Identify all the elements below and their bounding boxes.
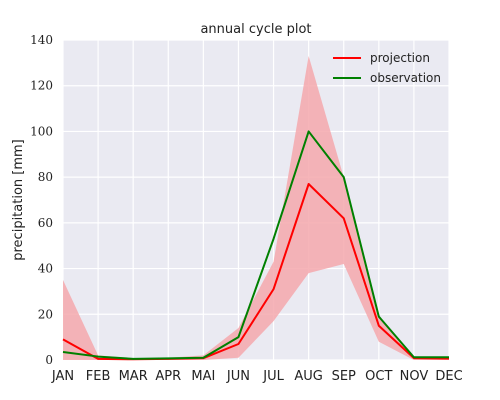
y-tick-label: 80: [38, 170, 53, 184]
y-tick-labels: 0 20 40 60 80 100 120 140: [30, 33, 53, 367]
y-tick-label: 100: [30, 124, 53, 138]
x-tick-label: JAN: [51, 369, 74, 384]
x-tick-label: APR: [155, 369, 181, 384]
legend-label-projection: projection: [370, 51, 430, 65]
projection-range-band: [63, 56, 449, 360]
x-tick-labels: JAN FEB MAR APR MAI JUN JUL AUG SEP OCT NOV DEC: [51, 369, 463, 384]
x-tick-label: JUN: [226, 369, 250, 384]
x-tick-label: MAI: [191, 369, 215, 384]
x-tick-label: MAR: [119, 369, 148, 384]
y-tick-label: 60: [38, 216, 53, 230]
series-line-observation: [62, 130, 449, 360]
x-tick-label: FEB: [86, 369, 111, 384]
x-tick-label: DEC: [435, 369, 462, 384]
y-tick-label: 40: [38, 262, 53, 276]
y-tick-label: 120: [30, 79, 53, 93]
legend-label-observation: observation: [370, 71, 441, 85]
legend: projection observation: [333, 51, 441, 85]
grid-lines: [62, 39, 450, 361]
y-axis-label: precipitation [mm]: [11, 139, 26, 261]
y-tick-label: 140: [30, 33, 53, 47]
chart-title: annual cycle plot: [200, 22, 311, 37]
x-tick-label: AUG: [294, 369, 322, 384]
x-tick-label: SEP: [332, 369, 356, 384]
x-tick-label: NOV: [400, 369, 429, 384]
x-tick-label: JUL: [262, 369, 284, 384]
series-lines: [62, 130, 450, 361]
y-tick-label: 0: [45, 353, 53, 367]
x-tick-label: OCT: [365, 369, 392, 384]
y-tick-label: 20: [38, 307, 53, 321]
